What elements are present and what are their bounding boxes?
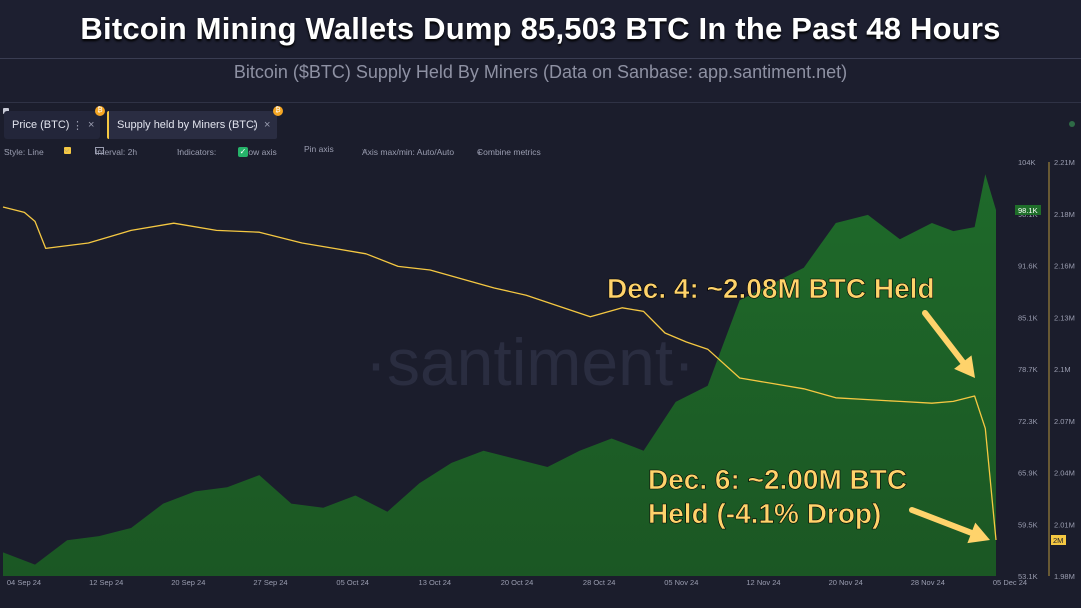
y-right-tick-label: 2.18M xyxy=(1054,210,1075,219)
y-left-tick-label: 78.7K xyxy=(1018,365,1038,374)
supply-line xyxy=(2,206,997,541)
watermark: ·santiment· xyxy=(365,325,695,399)
chevron-down-icon: ⌵ xyxy=(64,147,70,154)
bitcoin-badge-icon: ₿ xyxy=(95,106,105,116)
current-price-marker xyxy=(1015,205,1041,215)
chevron-down-icon: ⌵ xyxy=(362,147,368,154)
current-supply-marker xyxy=(1051,535,1066,545)
close-icon[interactable]: × xyxy=(264,119,271,131)
x-tick-label: 05 Oct 24 xyxy=(336,578,369,587)
more-icon[interactable]: ⋮ xyxy=(72,119,83,132)
annotations: Dec. 4: ~2.08M BTC Held Dec. 6: ~2.00M BT… xyxy=(607,273,990,544)
indicators-label: Indicators: xyxy=(177,147,217,157)
show-axis-label: Show axis xyxy=(238,147,277,157)
y-left-tick-label: 53.1K xyxy=(1018,572,1038,581)
page-subtitle: Bitcoin ($BTC) Supply Held By Miners (Da… xyxy=(233,62,848,82)
y-right-tick-label: 1.98M xyxy=(1054,572,1075,581)
calendar-icon xyxy=(95,147,104,154)
axes: 104K 98.1K 91.6K 85.1K 78.7K 72.3K 65.9K 59.5K 5… xyxy=(7,158,1075,587)
y-left-tick-label: 91.6K xyxy=(1018,262,1038,271)
tab-price-label: Price (BTC) xyxy=(12,119,70,131)
color-swatch xyxy=(64,147,71,154)
arrow-dec-4 xyxy=(922,310,975,378)
x-tick-label: 27 Sep 24 xyxy=(253,578,287,587)
price-area xyxy=(3,174,996,576)
y-right-tick-label: 2.1M xyxy=(1054,365,1071,374)
x-tick-label: 13 Oct 24 xyxy=(419,578,452,587)
bitcoin-badge-icon: ₿ xyxy=(273,106,283,116)
chart-toolbar: Style: Line ⌵ ⌵ Interval: 2h ⌵ Indicator… xyxy=(0,141,1081,157)
x-tick-label: 05 Nov 24 xyxy=(664,578,698,587)
chevron-down-icon: ⌵ xyxy=(177,147,183,154)
y-left-tick-label: 85.1K xyxy=(1018,313,1038,322)
x-tick-label: 04 Sep 24 xyxy=(7,578,41,587)
y-left-tick-label: 104K xyxy=(1018,158,1036,167)
x-tick-label: 12 Sep 24 xyxy=(89,578,123,587)
close-icon[interactable]: × xyxy=(88,119,95,131)
arrow-head xyxy=(967,522,990,544)
y-left-tick-label: 59.5K xyxy=(1018,520,1038,529)
arrow-head xyxy=(954,355,975,378)
y-left-tick-label: 65.9K xyxy=(1018,469,1038,478)
x-tick-label: 20 Sep 24 xyxy=(171,578,205,587)
interval-label: Interval: 2h xyxy=(95,147,138,157)
tab-supply-label: Supply held by Miners (BTC) xyxy=(117,119,258,131)
x-tick-label: 05 Dec 24 xyxy=(993,578,1027,587)
x-tick-label: 28 Nov 24 xyxy=(911,578,945,587)
status-indicator xyxy=(1069,121,1075,127)
arrow-shaft xyxy=(909,507,975,536)
checkbox-checked-icon[interactable]: ✓ xyxy=(238,147,248,157)
tab-supply-held-by-miners[interactable]: Supply held by Miners (BTC) ⋮ × ₿ xyxy=(107,106,283,139)
title-banner: Bitcoin Mining Wallets Dump 85,503 BTC I… xyxy=(0,0,1081,59)
annotation-dec-6-line-1: Dec. 6: ~2.00M BTC xyxy=(648,464,907,495)
y-right-tick-label: 2.07M xyxy=(1054,417,1075,426)
axis-maxmin-label: Axis max/min: Auto/Auto xyxy=(362,147,455,157)
arrow-shaft xyxy=(922,310,966,366)
plus-icon: + xyxy=(477,147,482,157)
supply-line-series xyxy=(2,206,997,541)
x-tick-label: 28 Oct 24 xyxy=(583,578,616,587)
arrow-dec-6 xyxy=(909,507,990,544)
y-right-tick-label: 2.04M xyxy=(1054,469,1075,478)
tab-price[interactable]: Price (BTC) ⋮ × ₿ xyxy=(4,106,105,139)
chevron-down-icon: ⌵ xyxy=(4,147,10,154)
style-label: Style: Line xyxy=(4,147,44,157)
page-title: Bitcoin Mining Wallets Dump 85,503 BTC I… xyxy=(80,11,1001,46)
more-icon[interactable]: ⋮ xyxy=(249,119,260,132)
annotation-dec-4: Dec. 4: ~2.08M BTC Held xyxy=(607,273,935,304)
price-area-series xyxy=(3,174,996,576)
current-supply-label: 2M xyxy=(1053,536,1063,545)
y-right-tick-label: 2.13M xyxy=(1054,313,1075,322)
current-price-label: 98.1K xyxy=(1018,206,1038,215)
x-tick-label: 12 Nov 24 xyxy=(746,578,780,587)
y-right-tick-label: 2.21M xyxy=(1054,158,1075,167)
x-tick-label: 20 Nov 24 xyxy=(829,578,863,587)
chevron-down-icon: ⌵ xyxy=(95,147,101,154)
x-tick-label: 20 Oct 24 xyxy=(501,578,534,587)
y-right-tick-label: 2.01M xyxy=(1054,520,1075,529)
y-right-tick-label: 2.16M xyxy=(1054,262,1075,271)
combine-metrics-label: Combine metrics xyxy=(477,147,541,157)
annotation-dec-6-line-2: Held (-4.1% Drop) xyxy=(648,498,881,529)
y-left-tick-label: 72.3K xyxy=(1018,417,1038,426)
pin-axis-toggle[interactable]: Pin axis xyxy=(304,144,334,154)
